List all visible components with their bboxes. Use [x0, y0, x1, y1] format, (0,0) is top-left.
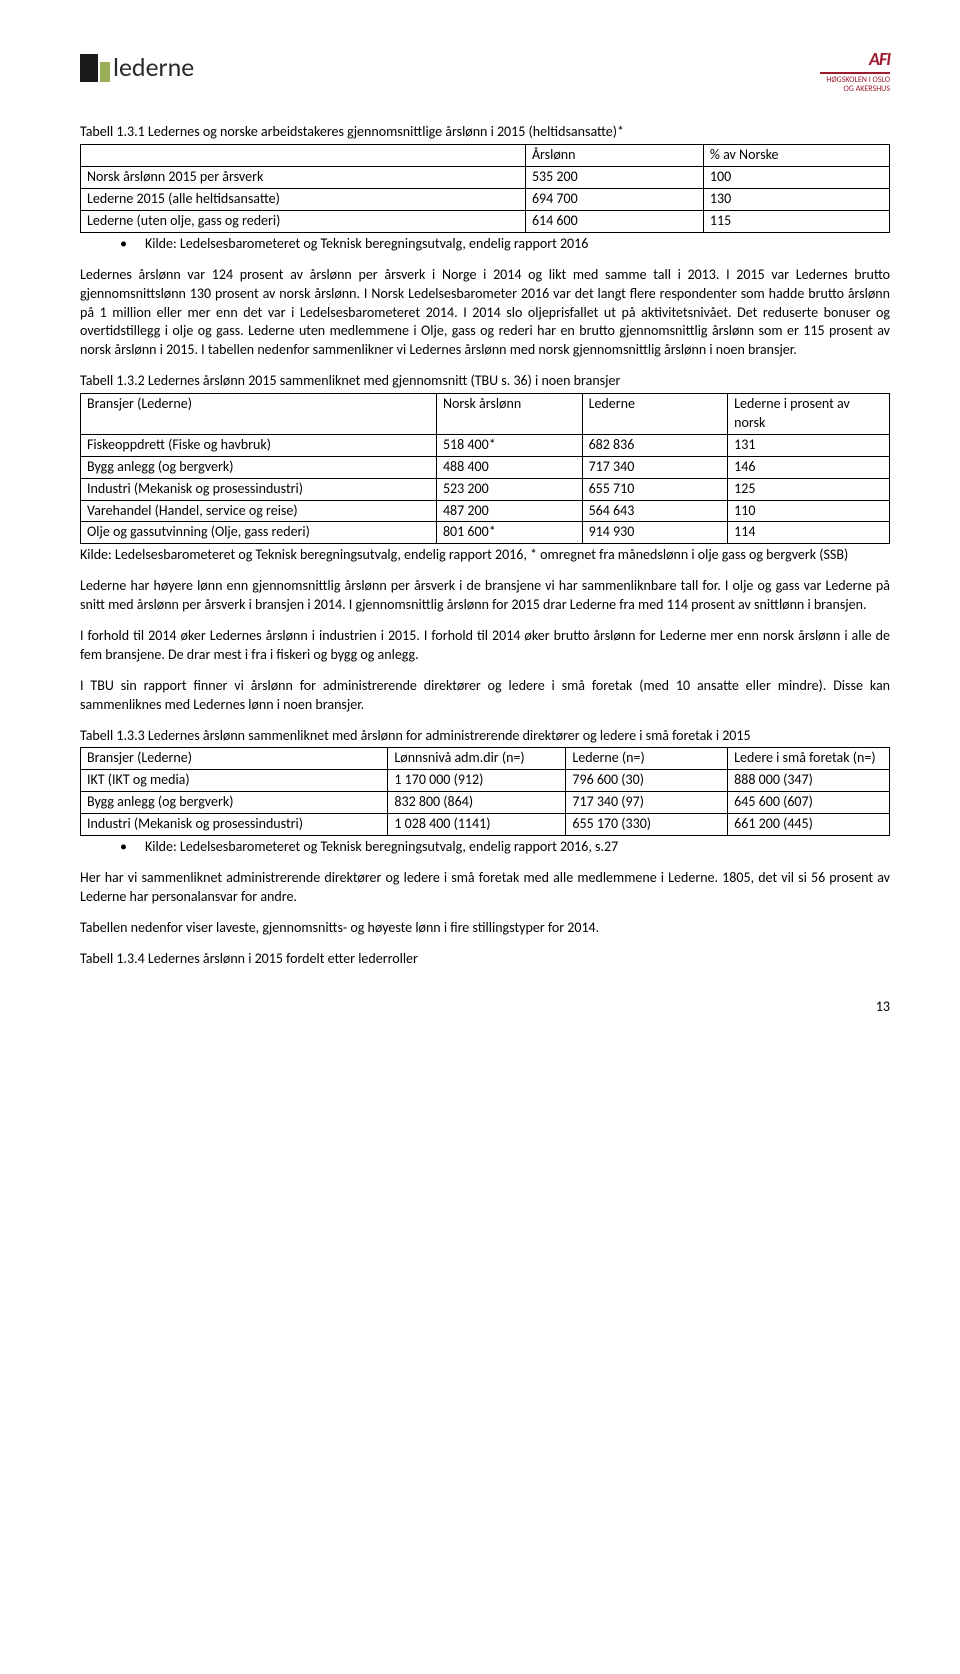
table-row: Bygg anlegg (og bergverk)488 400717 3401…: [81, 456, 890, 478]
table4-caption: Tabell 1.3.4 Ledernes årslønn i 2015 for…: [80, 950, 890, 969]
table3-caption: Tabell 1.3.3 Ledernes årslønn sammenlikn…: [80, 727, 890, 746]
table-row: Olje og gassutvinning (Olje, gass rederi…: [81, 522, 890, 544]
table-row: Bygg anlegg (og bergverk)832 800 (864)71…: [81, 792, 890, 814]
table3-source: Kilde: Ledelsesbarometeret og Teknisk be…: [120, 838, 890, 857]
table-row: Lederne 2015 (alle heltidsansatte)694 70…: [81, 189, 890, 211]
table-header: Årslønn: [525, 145, 703, 167]
table-row: Industri (Mekanisk og prosessindustri)52…: [81, 478, 890, 500]
page-number: 13: [80, 998, 890, 1017]
page-header: lederne AFI HØGSKOLEN I OSLO OG AKERSHUS: [80, 50, 890, 93]
paragraph: I forhold til 2014 øker Ledernes årslønn…: [80, 627, 890, 665]
paragraph: Her har vi sammenliknet administrerende …: [80, 869, 890, 907]
table-row: Bransjer (Lederne) Lønnsnivå adm.dir (n=…: [81, 748, 890, 770]
table-row: Industri (Mekanisk og prosessindustri)1 …: [81, 814, 890, 836]
table-header: Bransjer (Lederne): [81, 394, 437, 435]
table1: Årslønn % av Norske Norsk årslønn 2015 p…: [80, 144, 890, 233]
afi-divider: [820, 72, 890, 74]
paragraph: I TBU sin rapport finner vi årslønn for …: [80, 677, 890, 715]
table-header: Lederne (n=): [566, 748, 728, 770]
table-header: Ledere i små foretak (n=): [728, 748, 890, 770]
brand-logo-right: AFI HØGSKOLEN I OSLO OG AKERSHUS: [820, 50, 890, 93]
table-row: Lederne (uten olje, gass og rederi)614 6…: [81, 210, 890, 232]
table-row: Varehandel (Handel, service og reise)487…: [81, 500, 890, 522]
table-row: IKT (IKT og media)1 170 000 (912)796 600…: [81, 770, 890, 792]
table3: Bransjer (Lederne) Lønnsnivå adm.dir (n=…: [80, 747, 890, 836]
paragraph: Tabellen nedenfor viser laveste, gjennom…: [80, 919, 890, 938]
table2: Bransjer (Lederne) Norsk årslønn Lederne…: [80, 393, 890, 544]
table-header: Lønnsnivå adm.dir (n=): [388, 748, 566, 770]
brand-text: lederne: [113, 50, 194, 85]
table-header: Lederne: [582, 394, 728, 435]
afi-sub2: OG AKERSHUS: [820, 85, 890, 94]
table-header: [81, 145, 526, 167]
table2-source: Kilde: Ledelsesbarometeret og Teknisk be…: [80, 546, 890, 565]
brand-icon: [80, 54, 110, 82]
paragraph: Ledernes årslønn var 124 prosent av årsl…: [80, 266, 890, 360]
table2-caption: Tabell 1.3.2 Ledernes årslønn 2015 samme…: [80, 372, 890, 391]
table-row: Norsk årslønn 2015 per årsverk535 200100: [81, 167, 890, 189]
table-row: Bransjer (Lederne) Norsk årslønn Lederne…: [81, 394, 890, 435]
table-header: Norsk årslønn: [436, 394, 582, 435]
table1-source: Kilde: Ledelsesbarometeret og Teknisk be…: [120, 235, 890, 254]
table-header: % av Norske: [703, 145, 889, 167]
paragraph: Lederne har høyere lønn enn gjennomsnitt…: [80, 577, 890, 615]
brand-logo-left: lederne: [80, 50, 194, 85]
table1-caption: Tabell 1.3.1 Ledernes og norske arbeidst…: [80, 123, 890, 142]
table-row: Årslønn % av Norske: [81, 145, 890, 167]
afi-logo-text: AFI: [820, 50, 890, 70]
table-header: Bransjer (Lederne): [81, 748, 388, 770]
table-row: Fiskeoppdrett (Fiske og havbruk)518 400*…: [81, 434, 890, 456]
table-header: Lederne i prosent av norsk: [728, 394, 890, 435]
